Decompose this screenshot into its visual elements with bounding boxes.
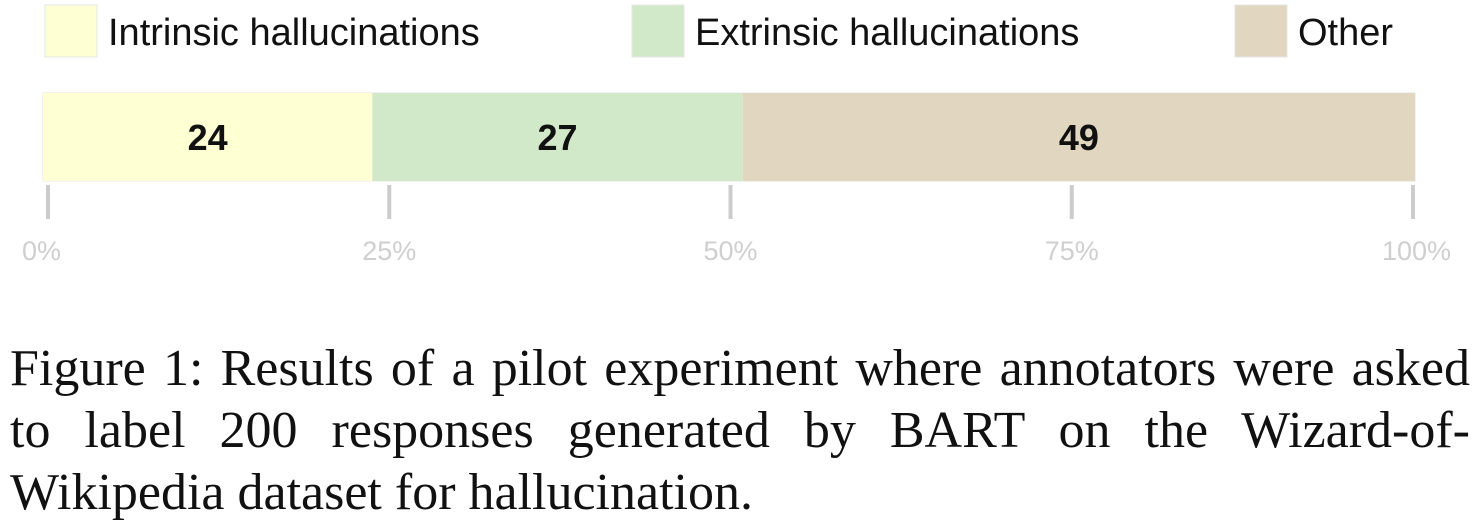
bar-value-label: 27 (537, 117, 577, 158)
bar-segment (372, 93, 743, 181)
legend-swatch (631, 4, 685, 58)
stacked-bar-chart: Intrinsic hallucinations Extrinsic halluc… (22, 4, 1451, 266)
bar-segment (43, 93, 373, 181)
legend: Intrinsic hallucinations Extrinsic halluc… (44, 4, 1393, 58)
figure-caption: Figure 1: Results of a pilot experiment … (10, 340, 1470, 521)
x-tick-label: 100% (1382, 236, 1451, 266)
legend-label: Other (1298, 12, 1393, 54)
x-axis: 0% 25% 50% 75% 100% (22, 185, 1451, 266)
legend-swatch (44, 4, 98, 58)
legend-label: Intrinsic hallucinations (108, 12, 480, 54)
x-tick-label: 75% (1045, 236, 1099, 266)
bar-segment (742, 93, 1415, 181)
bar-track: 24 27 49 (42, 92, 1416, 182)
x-tick-label: 50% (703, 236, 757, 266)
bar-value-label: 24 (188, 117, 228, 158)
legend-label: Extrinsic hallucinations (695, 12, 1079, 54)
bar-value-label: 49 (1059, 117, 1099, 158)
x-tick-label: 25% (362, 236, 416, 266)
legend-swatch (1234, 4, 1288, 58)
x-tick-label: 0% (22, 236, 61, 266)
